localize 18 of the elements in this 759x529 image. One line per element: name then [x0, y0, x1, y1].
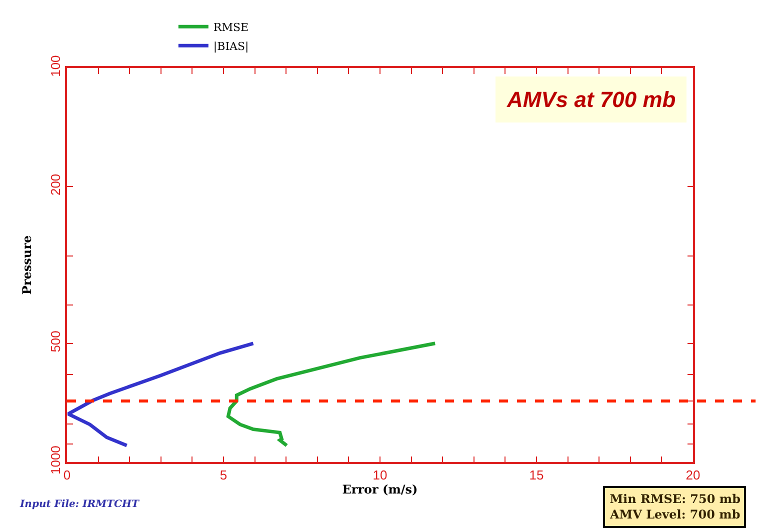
- y-tick-label: 200: [48, 174, 64, 196]
- x-tick-label: 15: [529, 467, 544, 482]
- y-tick-label: 1000: [48, 446, 64, 475]
- y-tick-label: 100: [48, 55, 64, 77]
- legend-label: |BIAS|: [213, 40, 249, 53]
- text: Min RMSE: 750 mb AMV Level: 700 mb: [609, 492, 740, 522]
- y-tick-label: 500: [48, 330, 64, 352]
- x-tick-label: 10: [372, 467, 388, 482]
- line-series: [226, 342, 437, 448]
- text: Input File: IRMTCHT: [19, 499, 140, 510]
- x-tick-label: 5: [220, 467, 228, 482]
- x-tick-label: 20: [686, 467, 700, 482]
- x-tick-label: 0: [63, 467, 71, 482]
- legend-label: RMSE: [213, 20, 249, 34]
- x-axis-title: Error (m/s): [342, 482, 418, 497]
- line-series: [67, 342, 255, 448]
- y-axis-title: Pressure: [20, 235, 34, 295]
- annotation: AMVs at 700 mb: [506, 87, 676, 112]
